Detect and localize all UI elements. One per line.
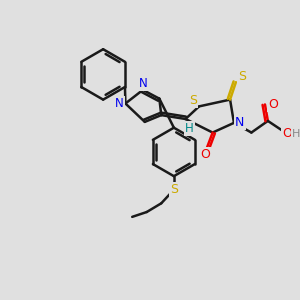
Text: O: O (282, 127, 292, 140)
Text: S: S (170, 183, 178, 196)
Text: N: N (139, 76, 147, 90)
Text: O: O (200, 148, 210, 161)
Text: S: S (238, 70, 246, 83)
Text: H: H (292, 128, 300, 139)
Text: H: H (185, 122, 194, 135)
Text: O: O (268, 98, 278, 111)
Text: N: N (115, 97, 124, 110)
Text: N: N (235, 116, 244, 129)
Text: S: S (189, 94, 197, 107)
